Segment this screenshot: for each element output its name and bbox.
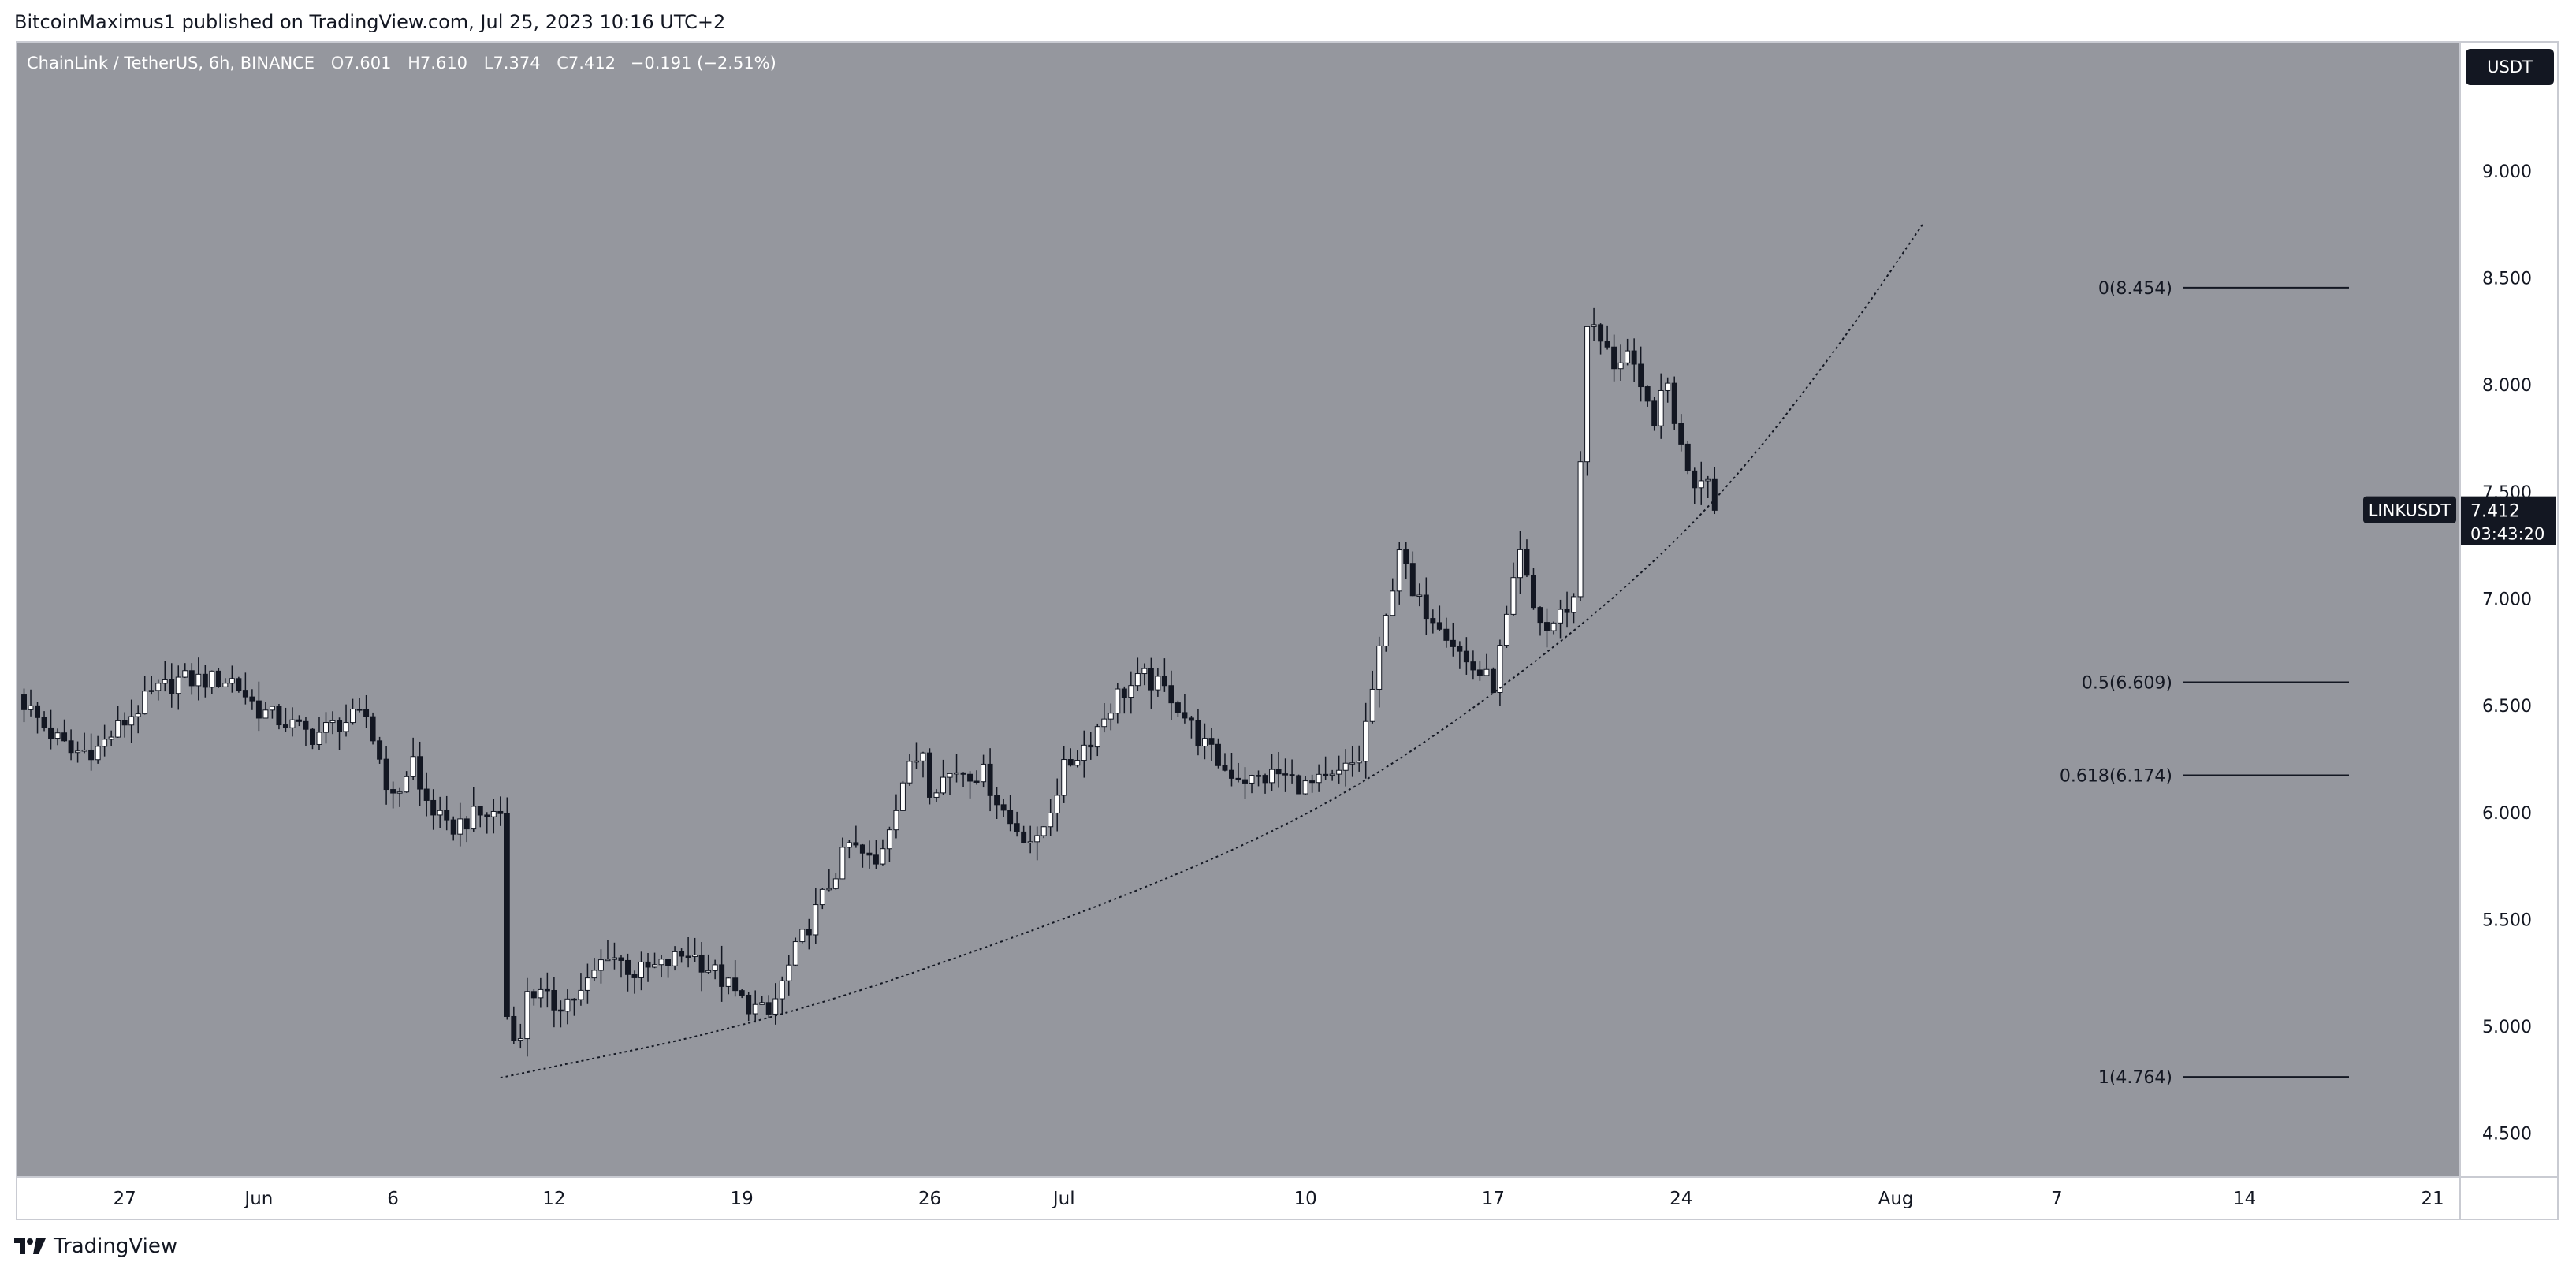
legend-low-label: L bbox=[483, 54, 493, 73]
legend-high-value: 7.610 bbox=[419, 54, 468, 73]
currency-button[interactable]: USDT bbox=[2466, 49, 2554, 85]
legend-low-value: 7.374 bbox=[493, 54, 541, 73]
brand-footer[interactable]: TradingView bbox=[14, 1234, 177, 1258]
legend-symbol: ChainLink / TetherUS, 6h, BINANCE bbox=[27, 54, 315, 73]
legend-close-label: C bbox=[557, 54, 568, 73]
legend-open-label: O bbox=[330, 54, 344, 73]
legend-change: −0.191 (−2.51%) bbox=[630, 54, 776, 73]
legend-high-label: H bbox=[408, 54, 420, 73]
symbol-legend: ChainLink / TetherUS, 6h, BINANCE O7.601… bbox=[27, 54, 776, 73]
chart-plot-area[interactable] bbox=[17, 43, 2459, 1176]
brand-name: TradingView bbox=[54, 1234, 178, 1258]
chart-frame bbox=[16, 41, 2559, 1220]
legend-open-value: 7.601 bbox=[344, 54, 392, 73]
axis-corner bbox=[2459, 1176, 2557, 1219]
publish-info: BitcoinMaximus1 published on TradingView… bbox=[14, 11, 726, 33]
time-axis[interactable] bbox=[17, 1176, 2459, 1219]
price-axis[interactable] bbox=[2459, 43, 2557, 1176]
publish-bar: BitcoinMaximus1 published on TradingView… bbox=[0, 0, 2576, 43]
tradingview-logo-icon bbox=[14, 1238, 46, 1254]
legend-close-value: 7.412 bbox=[568, 54, 616, 73]
